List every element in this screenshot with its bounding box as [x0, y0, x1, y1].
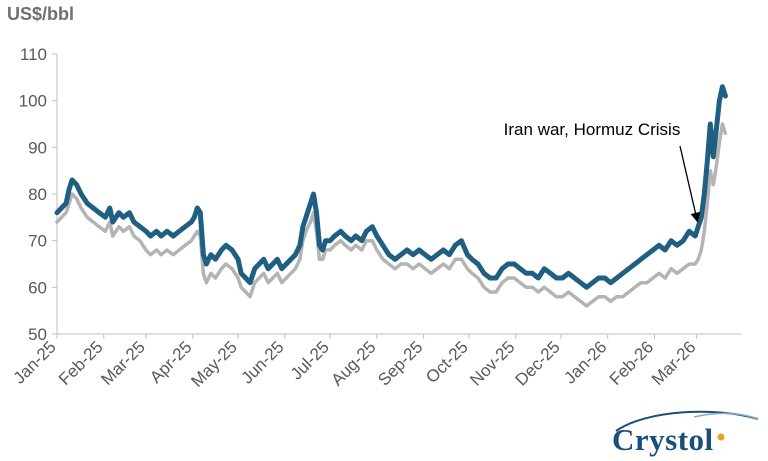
crystol-logo: Crystol	[608, 405, 766, 459]
x-tick-label: Aug-25	[327, 337, 379, 389]
x-tick-label: Feb-26	[606, 337, 658, 389]
annotation-label: Iran war, Hormuz Crisis	[504, 120, 681, 139]
x-tick-label: Jan-25	[10, 337, 60, 387]
x-tick-label: Jun-25	[237, 337, 287, 387]
y-tick-label: 50	[28, 325, 47, 344]
y-tick-label: 100	[19, 92, 47, 111]
logo-wordmark: Crystol	[612, 422, 714, 457]
y-tick-label: 60	[28, 278, 47, 297]
x-tick-label: Feb-25	[55, 337, 107, 389]
x-tick-label: Sep-25	[374, 337, 426, 389]
y-tick-label: 70	[28, 232, 47, 251]
y-tick-label: 110	[20, 45, 47, 64]
x-tick-label: Jul-25	[287, 337, 333, 383]
series-line-grey	[55, 122, 728, 308]
series-line-blue	[54, 84, 728, 290]
x-tick-label: Dec-25	[512, 337, 564, 389]
x-tick-label: Jan-26	[560, 337, 610, 387]
logo-swoosh-icon	[615, 410, 759, 441]
x-tick-label: May-25	[187, 337, 241, 391]
x-tick-label: Oct-25	[422, 337, 472, 387]
x-tick-label: Nov-25	[466, 337, 518, 389]
x-tick-label: Mar-25	[97, 337, 149, 389]
annotation-arrow	[679, 145, 701, 223]
y-axis-unit-label: US$/bbl	[7, 4, 75, 24]
y-tick-label: 80	[28, 185, 47, 204]
y-tick-label: 90	[28, 138, 47, 157]
x-tick-label: Mar-26	[648, 337, 700, 389]
